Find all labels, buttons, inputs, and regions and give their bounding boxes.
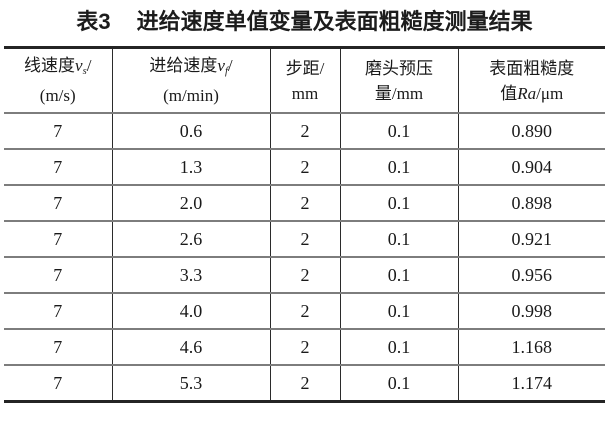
table-cell: 7 <box>4 365 113 402</box>
table-cell: 0.1 <box>340 221 459 257</box>
table-cell: 0.1 <box>340 293 459 329</box>
table-cell: 1.174 <box>511 372 553 393</box>
table-cell: 0.921 <box>511 228 553 249</box>
table-cell: 2 <box>270 185 341 221</box>
table-cell: 2 <box>270 257 341 293</box>
table-cell: 0.6 <box>112 113 271 149</box>
column-header: 表面粗糙度 值Ra/μm <box>458 47 605 114</box>
table-cell: 2 <box>270 221 341 257</box>
table-row: 7 3.3 2 0.1 0.956 <box>4 257 605 293</box>
column-header: 磨头预压 量/mm <box>340 47 459 114</box>
table-row: 7 1.3 2 0.1 0.904 <box>4 149 605 185</box>
table-row: 7 2.0 2 0.1 0.898 <box>4 185 605 221</box>
table-cell: 0.1 <box>340 149 459 185</box>
table-cell: 5.3 <box>112 365 271 402</box>
table-cell: 0.1 <box>340 365 459 402</box>
table-cell: 0.1 <box>340 113 459 149</box>
table-cell: 0.890 <box>511 120 553 141</box>
table-row: 7 0.6 2 0.1 0.890 <box>4 113 605 149</box>
table-cell: 7 <box>4 149 113 185</box>
table-body: 7 0.6 2 0.1 0.890 7 1.3 2 0.1 0.904 7 2.0 2 0.1 0.898 7… <box>4 113 605 402</box>
table-cell: 0.956 <box>511 264 553 285</box>
table-cell: 0.998 <box>511 300 553 321</box>
table-cell: 0.1 <box>340 185 459 221</box>
table-cell: 2 <box>270 365 341 402</box>
table-cell: 2 <box>270 149 341 185</box>
table-cell: 4.0 <box>112 293 271 329</box>
table-cell: 2.0 <box>112 185 271 221</box>
table-cell: 2 <box>270 329 341 365</box>
measurement-results-table: 线速度vs/(m/s) 进给速度vf/(m/min) 步距/mm 磨头预压 量/mm 表面… <box>4 46 605 403</box>
table-cell: 3.3 <box>112 257 271 293</box>
table-cell: 7 <box>4 257 113 293</box>
table-caption: 表3 进给速度单值变量及表面粗糙度测量结果 <box>0 0 609 36</box>
table-cell: 7 <box>4 185 113 221</box>
table-cell: 4.6 <box>112 329 271 365</box>
table-cell: 0.898 <box>511 192 553 213</box>
column-header: 进给速度vf/(m/min) <box>112 47 271 114</box>
table-cell: 7 <box>4 113 113 149</box>
table-row: 7 5.3 2 0.1 1.174 <box>4 365 605 402</box>
column-header: 步距/mm <box>270 47 341 114</box>
table-cell: 0.1 <box>340 329 459 365</box>
table-header: 线速度vs/(m/s) 进给速度vf/(m/min) 步距/mm 磨头预压 量/mm 表面… <box>4 47 605 114</box>
table-cell: 2.6 <box>112 221 271 257</box>
column-header: 线速度vs/(m/s) <box>4 47 113 114</box>
table-cell: 7 <box>4 293 113 329</box>
table-number: 表3 <box>76 9 111 34</box>
header-row: 线速度vs/(m/s) 进给速度vf/(m/min) 步距/mm 磨头预压 量/mm 表面… <box>4 47 605 114</box>
table-cell: 0.1 <box>340 257 459 293</box>
table-row: 7 2.6 2 0.1 0.921 <box>4 221 605 257</box>
table-row: 7 4.0 2 0.1 0.998 <box>4 293 605 329</box>
table-cell: 7 <box>4 221 113 257</box>
table-cell: 1.168 <box>511 336 553 357</box>
table-cell: 0.904 <box>511 156 553 177</box>
table-row: 7 4.6 2 0.1 1.168 <box>4 329 605 365</box>
table-cell: 2 <box>270 293 341 329</box>
table-title-text: 进给速度单值变量及表面粗糙度测量结果 <box>136 9 533 34</box>
table-cell: 7 <box>4 329 113 365</box>
table-cell: 2 <box>270 113 341 149</box>
table-cell: 1.3 <box>112 149 271 185</box>
